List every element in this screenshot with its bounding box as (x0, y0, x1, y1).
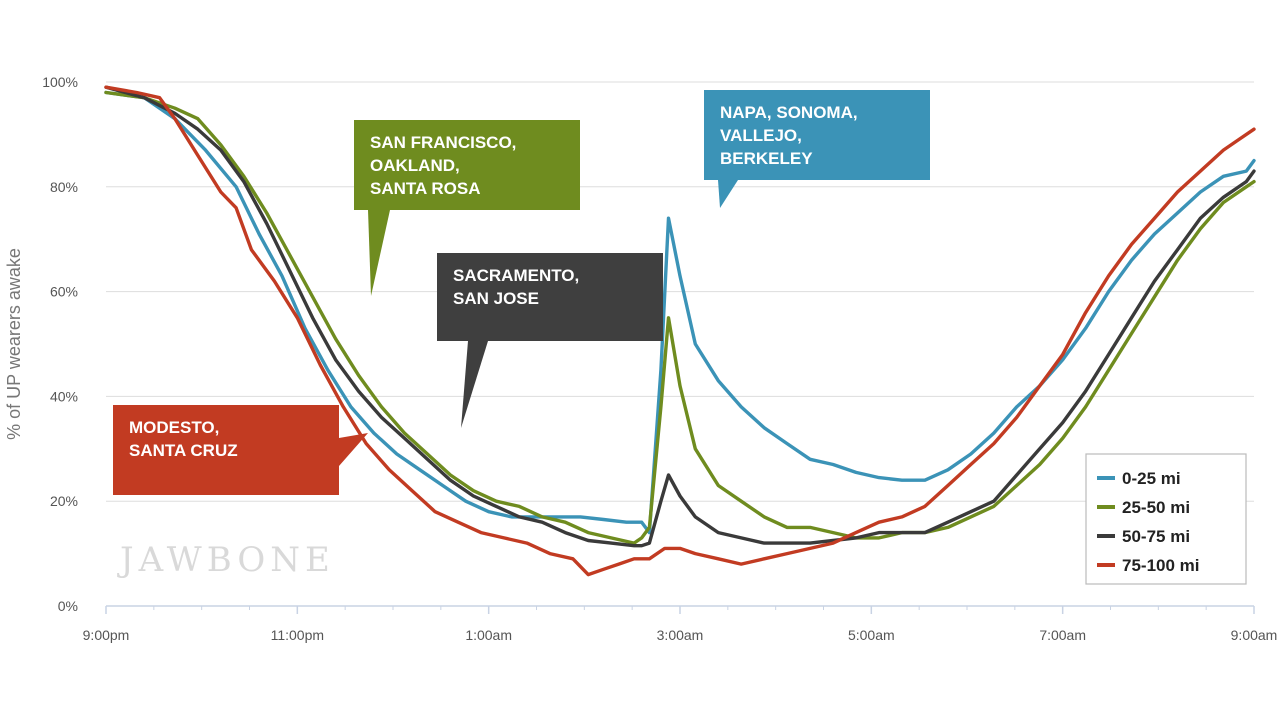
y-tick-label: 0% (58, 598, 78, 614)
legend-label: 25-50 mi (1122, 498, 1190, 517)
series-line-50-75-mi (104, 85, 1256, 548)
callout-box (704, 90, 930, 180)
series-lines (104, 85, 1256, 577)
x-tick-label: 7:00am (1039, 627, 1086, 643)
callout-box (113, 405, 339, 495)
callout-text: SAN JOSE (453, 289, 539, 308)
legend-label: 75-100 mi (1122, 556, 1200, 575)
callout-pointer (461, 341, 488, 428)
y-axis-ticks: 0% 20% 40% 60% 80% 100% (42, 74, 78, 614)
callout-pointer (339, 433, 368, 466)
callout-3: NAPA, SONOMA, VALLEJO, BERKELEY (704, 90, 930, 208)
callout-text: MODESTO, (129, 418, 219, 437)
series-line-25-50-mi (104, 90, 1256, 545)
callout-2: SACRAMENTO, SAN JOSE (437, 253, 663, 428)
callout-text: NAPA, SONOMA, (720, 103, 858, 122)
x-tick-label: 5:00am (848, 627, 895, 643)
callout-1: SAN FRANCISCO, OAKLAND, SANTA ROSA (354, 120, 580, 296)
x-tick-label: 9:00pm (83, 627, 130, 643)
y-tick-label: 20% (50, 493, 78, 509)
callout-pointer (368, 210, 390, 296)
x-tick-label: 9:00am (1231, 627, 1278, 643)
callout-text: SANTA CRUZ (129, 441, 238, 460)
x-axis: 9:00pm 11:00pm 1:00am 3:00am 5:00am 7:00am 9:0… (83, 605, 1278, 643)
series-line-0-25-mi (104, 90, 1256, 535)
callouts: SAN FRANCISCO, OAKLAND, SANTA ROSA SACRAMEN… (113, 90, 930, 495)
callout-text: SANTA ROSA (370, 179, 481, 198)
jawbone-watermark: JAWBONE (117, 540, 335, 580)
y-tick-label: 100% (42, 74, 78, 90)
callout-text: OAKLAND, (370, 156, 460, 175)
series-line-75-100-mi (104, 85, 1256, 577)
callout-text: BERKELEY (720, 149, 813, 168)
x-tick-label: 11:00pm (271, 627, 324, 643)
gridlines (106, 81, 1254, 502)
callout-text: SACRAMENTO, (453, 266, 579, 285)
callout-pointer (718, 180, 738, 208)
legend-label: 0-25 mi (1122, 469, 1181, 488)
y-tick-label: 40% (50, 388, 78, 404)
callout-text: SAN FRANCISCO, (370, 133, 516, 152)
y-axis-title: % of UP wearers awake (4, 248, 24, 440)
legend-label: 50-75 mi (1122, 527, 1190, 546)
callout-4: MODESTO, SANTA CRUZ (113, 405, 368, 495)
y-tick-label: 80% (50, 179, 78, 195)
callout-box (437, 253, 663, 341)
x-tick-label: 3:00am (657, 627, 704, 643)
x-tick-label: 1:00am (465, 627, 512, 643)
callout-box (354, 120, 580, 210)
callout-text: VALLEJO, (720, 126, 802, 145)
legend: 0-25 mi 25-50 mi 50-75 mi 75-100 mi (1085, 453, 1247, 585)
legend-box (1085, 453, 1247, 585)
y-tick-label: 60% (50, 284, 78, 300)
